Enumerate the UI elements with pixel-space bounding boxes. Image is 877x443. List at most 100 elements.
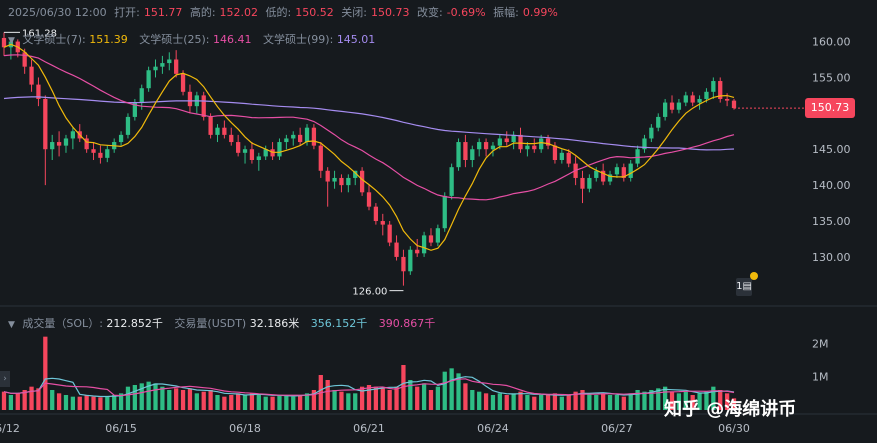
candle-body bbox=[132, 102, 137, 117]
candle-body bbox=[718, 81, 723, 99]
candle-body bbox=[36, 84, 41, 99]
chevron-down-icon[interactable]: ▼ bbox=[8, 320, 15, 330]
candle-body bbox=[614, 167, 620, 175]
volume-bar bbox=[146, 381, 151, 410]
volume-bar bbox=[442, 371, 447, 410]
candle-body bbox=[208, 116, 213, 135]
candle-body bbox=[346, 177, 351, 186]
volume-bar bbox=[297, 395, 303, 410]
candle-body bbox=[601, 170, 606, 182]
candle-body bbox=[215, 127, 220, 135]
candle-body bbox=[483, 142, 489, 150]
candle-body bbox=[525, 145, 530, 150]
volume-bar bbox=[22, 390, 27, 410]
candle-body bbox=[642, 138, 647, 150]
volume-bar bbox=[456, 373, 461, 410]
volume-bar bbox=[628, 393, 633, 410]
notification-dot-icon bbox=[750, 272, 758, 280]
candle-body bbox=[70, 131, 76, 139]
candle-body bbox=[63, 138, 69, 146]
volume-bar bbox=[662, 386, 668, 410]
volume-ma2: 390.867千 bbox=[378, 317, 436, 330]
volume-bar bbox=[559, 396, 564, 410]
volume-bar bbox=[669, 391, 675, 410]
candle-body bbox=[249, 149, 255, 160]
watermark: 知乎 @海绵讲币 bbox=[664, 399, 797, 420]
volume-bar bbox=[139, 383, 144, 410]
volume-bar bbox=[29, 386, 34, 410]
ohlc-header: 2025/06/30 12:00 打开: 151.77 高的: 152.02 低的:… bbox=[8, 4, 562, 20]
volume-legend: ▼ 成交量（SOL）: 212.852千 交易量(USDT) 32.186米 3… bbox=[8, 315, 435, 331]
price-tick-label: 135.00 bbox=[812, 215, 851, 228]
candle-body bbox=[421, 235, 427, 254]
chevron-down-icon[interactable]: ▼ bbox=[8, 36, 15, 46]
volume-bar bbox=[711, 386, 716, 410]
candle-body bbox=[580, 177, 585, 189]
volume-bar bbox=[580, 390, 585, 410]
volume-bar bbox=[346, 393, 351, 410]
volume-bar bbox=[635, 390, 640, 410]
candle-body bbox=[359, 170, 365, 193]
volume-bar bbox=[573, 391, 578, 410]
volume-tick-label: 2M bbox=[812, 337, 829, 350]
volume-bar bbox=[353, 393, 358, 410]
volume-bar bbox=[415, 386, 420, 410]
candle-body bbox=[401, 256, 406, 272]
time-tick-label: 06/18 bbox=[229, 422, 261, 435]
high-label: 高的: bbox=[189, 6, 216, 19]
volume-sol: 212.852千 bbox=[106, 317, 163, 330]
volume-usdt: 32.186米 bbox=[249, 317, 300, 330]
volume-tick-label: 1M bbox=[812, 371, 829, 384]
candle-body bbox=[497, 138, 502, 146]
volume-bar bbox=[249, 393, 255, 410]
candle-body bbox=[318, 145, 323, 171]
volume-bar bbox=[649, 390, 654, 410]
close-label: 关闭: bbox=[341, 6, 367, 19]
volume-bar bbox=[187, 388, 193, 410]
volume-bar bbox=[552, 393, 558, 410]
candle-body bbox=[607, 174, 613, 182]
candle-body bbox=[146, 70, 151, 89]
candle-body bbox=[339, 177, 344, 186]
volume-bar bbox=[118, 393, 124, 410]
candle-body bbox=[332, 177, 337, 182]
volume-bar bbox=[180, 390, 186, 410]
chart-settings-icon[interactable]: 1▤ bbox=[736, 278, 752, 296]
volume-bar bbox=[690, 395, 695, 410]
candle-body bbox=[167, 59, 172, 64]
volume-bar bbox=[242, 395, 248, 410]
candle-body bbox=[669, 102, 675, 110]
volume-bar bbox=[98, 397, 103, 410]
volume-bar bbox=[545, 395, 551, 410]
volume-bar bbox=[511, 393, 516, 410]
volume-bar bbox=[504, 395, 509, 410]
high-value: 152.02 bbox=[219, 6, 259, 19]
candle-body bbox=[373, 206, 379, 222]
candle-body bbox=[594, 170, 599, 178]
ma99-value: 145.01 bbox=[336, 33, 376, 46]
change-value: -0.69% bbox=[446, 6, 486, 19]
volume-bar bbox=[724, 393, 730, 410]
candle-body bbox=[105, 149, 110, 158]
volume-bar bbox=[215, 395, 220, 410]
ma7-line bbox=[3, 43, 735, 251]
volume-bar bbox=[676, 393, 682, 410]
volume-bar bbox=[112, 395, 117, 410]
volume-bar bbox=[270, 396, 275, 410]
amplitude-label: 振幅: bbox=[493, 6, 519, 19]
volume-bar bbox=[421, 383, 427, 410]
volume-usdt-label: 交易量(USDT) bbox=[174, 317, 247, 330]
candle-body bbox=[187, 91, 193, 107]
ma25-line bbox=[3, 54, 735, 201]
ma7-value: 151.39 bbox=[89, 33, 128, 46]
volume-bar bbox=[373, 386, 379, 410]
volume-bar bbox=[656, 388, 661, 410]
candle-body bbox=[504, 138, 509, 143]
collapse-arrow-icon[interactable]: › bbox=[0, 371, 10, 387]
price-tick-label: 160.00 bbox=[812, 36, 851, 49]
candle-body bbox=[43, 98, 48, 150]
candle-body bbox=[559, 152, 564, 160]
candle-body bbox=[649, 127, 654, 139]
volume-bar bbox=[84, 395, 89, 410]
